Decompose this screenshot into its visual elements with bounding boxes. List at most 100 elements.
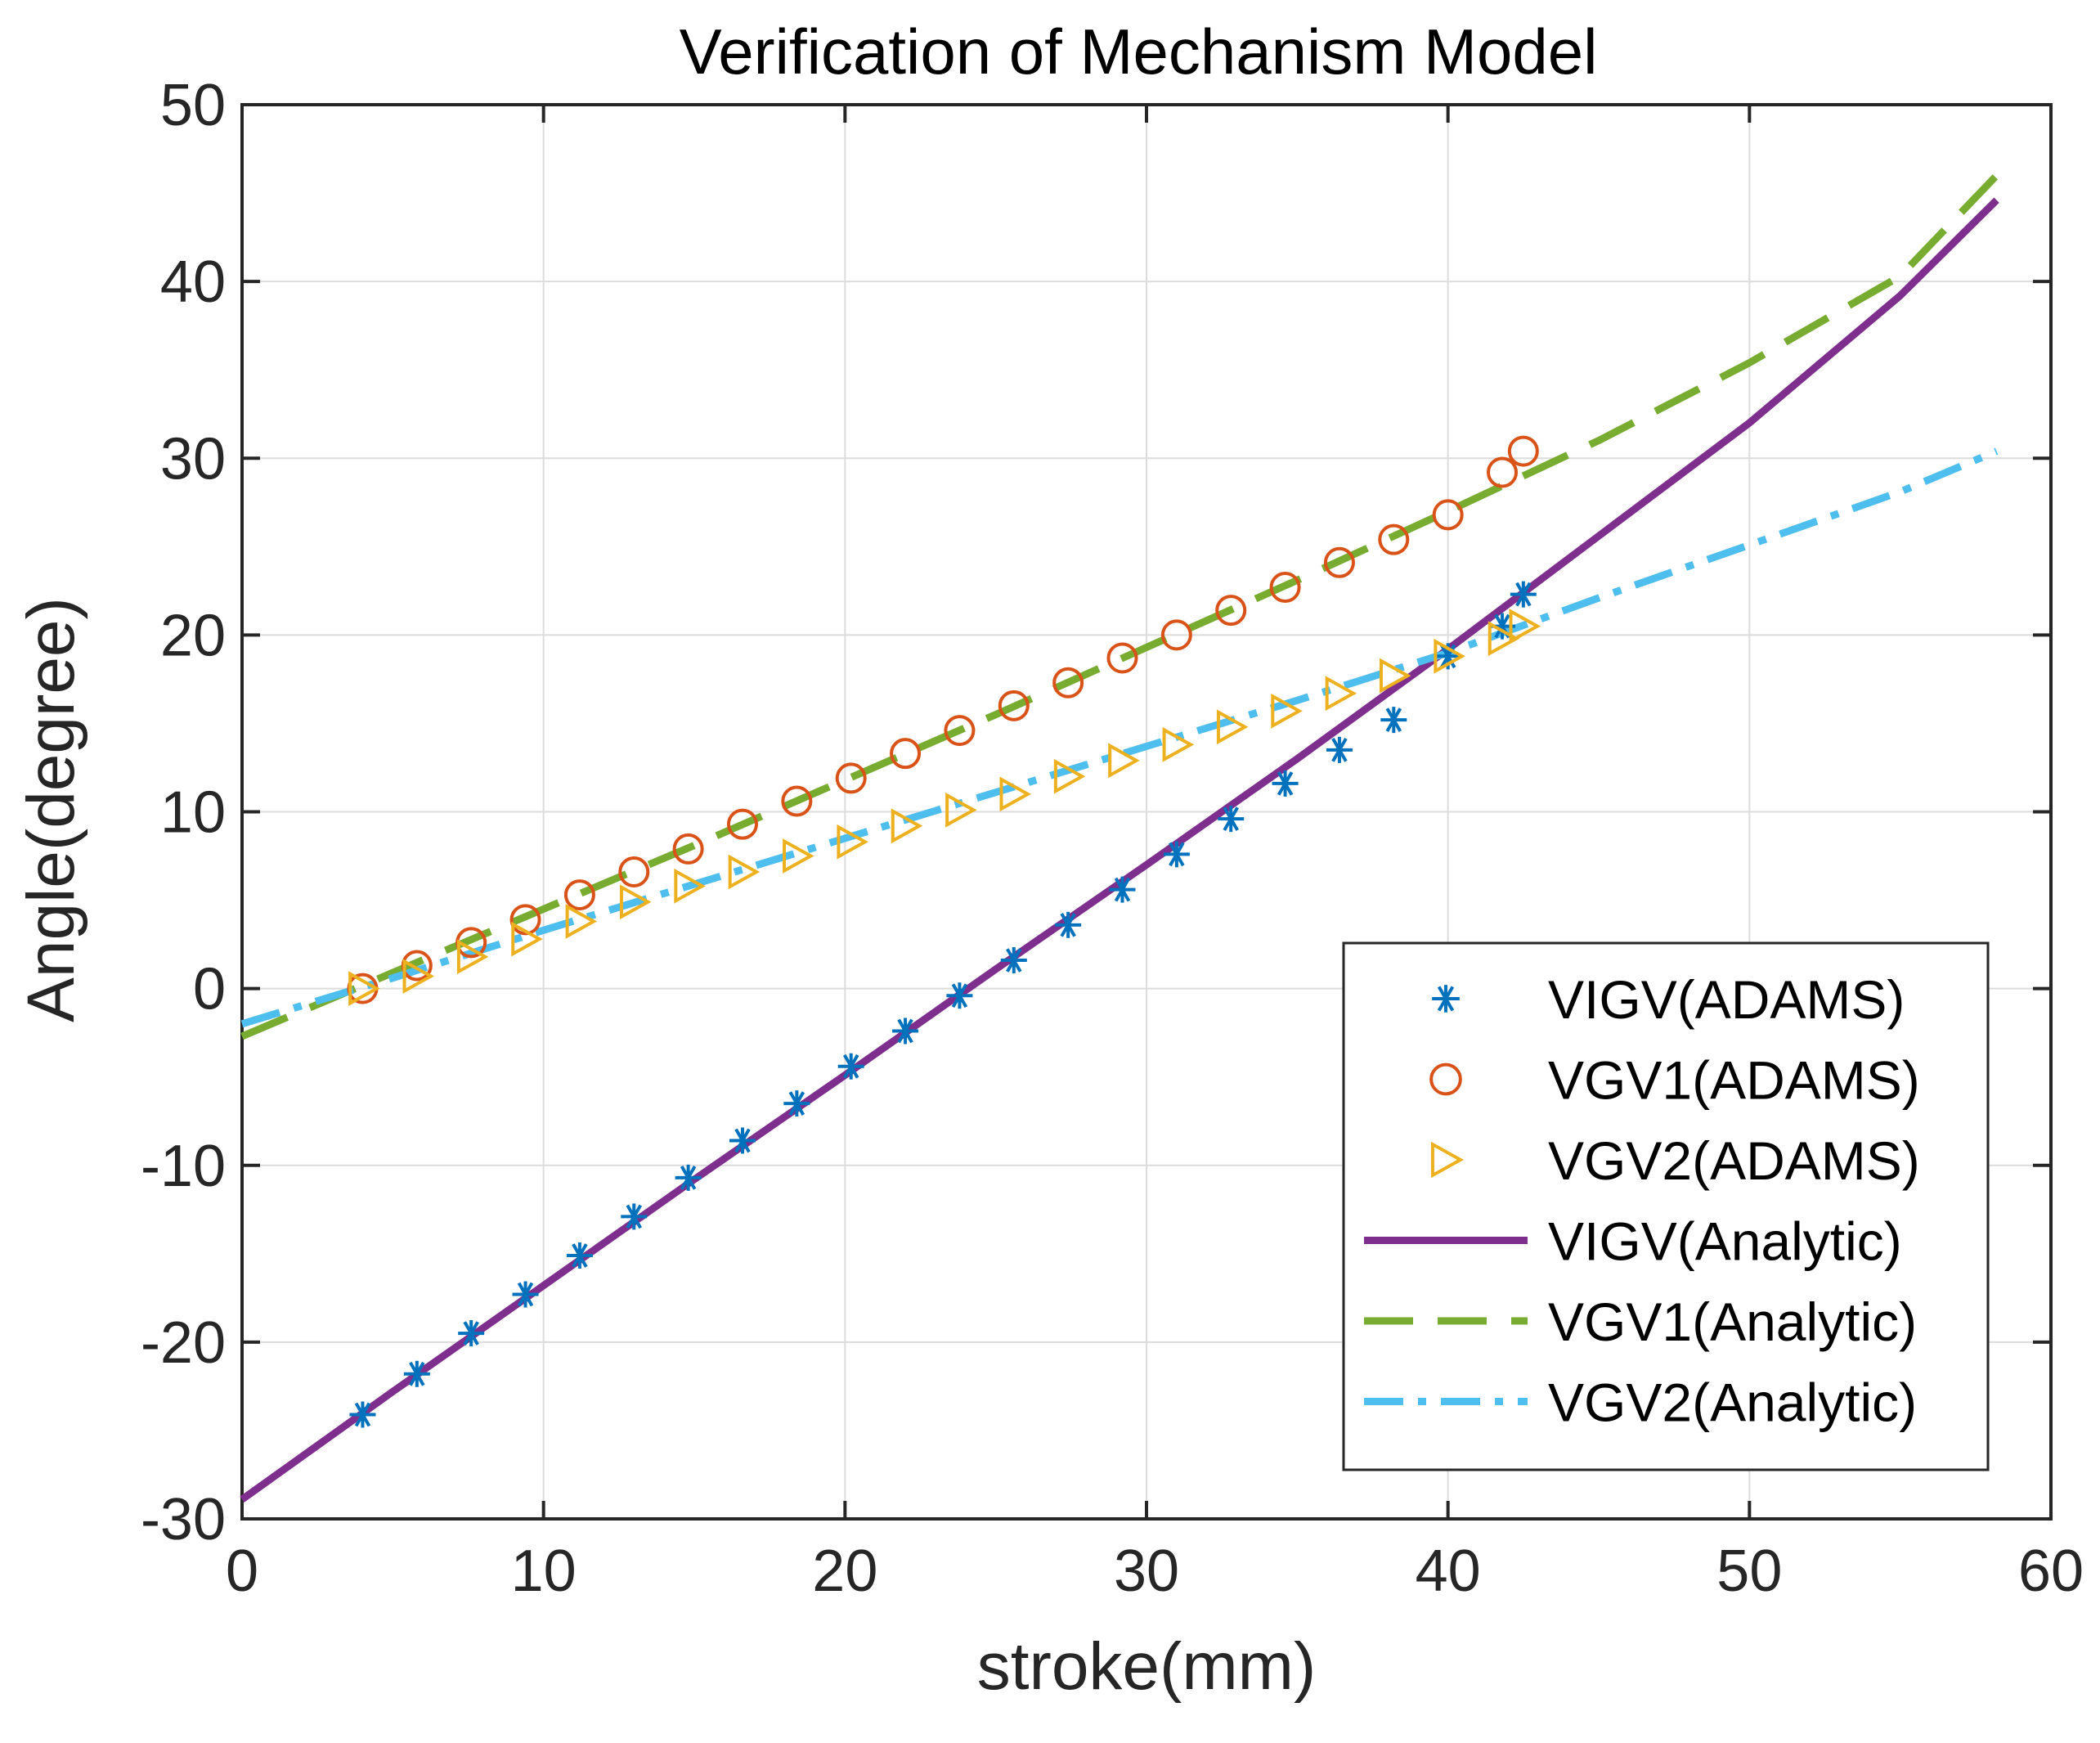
marker-series-2 bbox=[1380, 658, 1411, 694]
marker-series-0 bbox=[621, 1203, 648, 1230]
marker-series-0 bbox=[512, 1281, 539, 1308]
y-tick-label: 0 bbox=[193, 957, 226, 1022]
legend: VIGV(ADAMS) VGV1(ADAMS) VGV2(ADAMS) VIGV(An… bbox=[1342, 941, 1990, 1471]
marker-series-2 bbox=[456, 939, 489, 975]
marker-series-0 bbox=[1109, 876, 1136, 903]
marker-series-1 bbox=[1378, 523, 1410, 555]
marker-series-2 bbox=[837, 824, 868, 860]
legend-marker-sample bbox=[1432, 985, 1460, 1013]
marker-series-0 bbox=[458, 1320, 485, 1347]
marker-series-1 bbox=[1269, 572, 1301, 604]
marker-series-0 bbox=[566, 1242, 593, 1269]
x-tick-label: 40 bbox=[1416, 1539, 1481, 1604]
y-tick-label: 40 bbox=[160, 249, 226, 315]
legend-label: VGV2(Analytic) bbox=[1548, 1372, 1917, 1433]
marker-series-0 bbox=[1326, 736, 1353, 763]
marker-series-1 bbox=[998, 690, 1030, 721]
legend-label: VIGV(ADAMS) bbox=[1548, 969, 1905, 1030]
marker-series-2 bbox=[619, 884, 652, 920]
marker-series-0 bbox=[1272, 770, 1299, 797]
marker-series-2 bbox=[1053, 758, 1086, 794]
marker-series-2 bbox=[348, 971, 380, 1007]
marker-series-0 bbox=[1163, 841, 1190, 868]
legend-label: VGV2(ADAMS) bbox=[1548, 1130, 1920, 1191]
marker-series-2 bbox=[891, 808, 923, 844]
x-tick-label: 60 bbox=[2018, 1539, 2084, 1604]
y-tick-label: 20 bbox=[160, 603, 226, 668]
y-tick-label: -10 bbox=[141, 1134, 226, 1199]
marker-series-1 bbox=[1106, 642, 1138, 674]
marker-series-0 bbox=[349, 1401, 376, 1428]
analytic-lines bbox=[240, 173, 1999, 1503]
marker-series-2 bbox=[1488, 621, 1520, 657]
grid bbox=[241, 104, 2052, 1520]
adams-markers bbox=[347, 435, 1541, 1428]
marker-series-0 bbox=[892, 1017, 919, 1044]
marker-series-2 bbox=[674, 868, 706, 904]
marker-series-1 bbox=[1052, 667, 1084, 699]
x-axis-ticks: 0 10 20 30 40 50 60 bbox=[226, 105, 2084, 1604]
chart-title: Verification of Mechanism Model bbox=[680, 16, 1598, 88]
marker-series-1 bbox=[1432, 499, 1464, 531]
legend-label: VGV1(Analytic) bbox=[1548, 1292, 1917, 1352]
marker-series-1 bbox=[1160, 619, 1192, 651]
x-tick-label: 50 bbox=[1716, 1539, 1782, 1604]
y-axis-ticks: -30 -20 -10 0 10 20 30 40 50 bbox=[141, 73, 2051, 1552]
marker-series-1 bbox=[944, 715, 976, 747]
marker-series-1 bbox=[618, 856, 650, 887]
marker-series-2 bbox=[1325, 676, 1357, 712]
x-tick-label: 30 bbox=[1114, 1539, 1179, 1604]
y-tick-label: 10 bbox=[160, 780, 226, 846]
legend-marker-sample bbox=[1430, 1141, 1465, 1179]
marker-series-2 bbox=[1434, 638, 1465, 674]
marker-series-0 bbox=[1000, 947, 1027, 974]
marker-series-1 bbox=[835, 762, 867, 794]
marker-series-0 bbox=[946, 982, 973, 1009]
x-tick-label: 10 bbox=[511, 1539, 577, 1604]
series-line-4 bbox=[240, 173, 1999, 1040]
marker-series-1 bbox=[1323, 546, 1355, 578]
marker-series-0 bbox=[1510, 581, 1537, 608]
marker-series-1 bbox=[1487, 456, 1519, 488]
marker-series-1 bbox=[781, 785, 813, 817]
marker-series-2 bbox=[728, 854, 761, 890]
marker-series-2 bbox=[1108, 743, 1140, 779]
marker-series-0 bbox=[1380, 707, 1407, 734]
marker-series-0 bbox=[1055, 911, 1082, 938]
marker-series-2 bbox=[783, 838, 814, 874]
legend-label: VGV1(ADAMS) bbox=[1548, 1050, 1920, 1111]
y-axis-label: Angle(degree) bbox=[14, 597, 88, 1022]
marker-series-2 bbox=[1271, 693, 1303, 729]
legend-label: VIGV(Analytic) bbox=[1548, 1211, 1902, 1272]
marker-series-1 bbox=[890, 738, 922, 770]
marker-series-0 bbox=[675, 1164, 702, 1191]
marker-series-1 bbox=[672, 833, 704, 865]
marker-series-0 bbox=[729, 1127, 756, 1154]
marker-series-2 bbox=[402, 959, 435, 994]
marker-series-2 bbox=[1216, 709, 1249, 745]
marker-series-0 bbox=[783, 1090, 810, 1117]
y-tick-label: 30 bbox=[160, 426, 226, 492]
x-tick-label: 0 bbox=[226, 1539, 258, 1604]
y-tick-label: -30 bbox=[141, 1487, 226, 1552]
marker-series-1 bbox=[509, 904, 541, 936]
marker-series-1 bbox=[726, 808, 758, 840]
marker-series-2 bbox=[565, 904, 598, 939]
marker-series-0 bbox=[1218, 806, 1245, 833]
y-tick-label: -20 bbox=[141, 1310, 226, 1376]
marker-series-0 bbox=[837, 1053, 864, 1080]
y-tick-label: 50 bbox=[160, 73, 226, 138]
marker-series-0 bbox=[403, 1360, 430, 1387]
series-line-5 bbox=[240, 447, 1999, 1028]
marker-series-1 bbox=[1215, 595, 1247, 627]
marker-series-2 bbox=[999, 776, 1032, 812]
marker-series-1 bbox=[563, 879, 595, 911]
legend-marker-sample bbox=[1429, 1062, 1462, 1096]
marker-series-1 bbox=[1507, 435, 1539, 467]
series-line-3 bbox=[240, 197, 1999, 1503]
marker-series-2 bbox=[1509, 609, 1541, 644]
marker-series-2 bbox=[511, 921, 543, 957]
marker-series-2 bbox=[1162, 726, 1195, 762]
x-tick-label: 20 bbox=[812, 1539, 877, 1604]
